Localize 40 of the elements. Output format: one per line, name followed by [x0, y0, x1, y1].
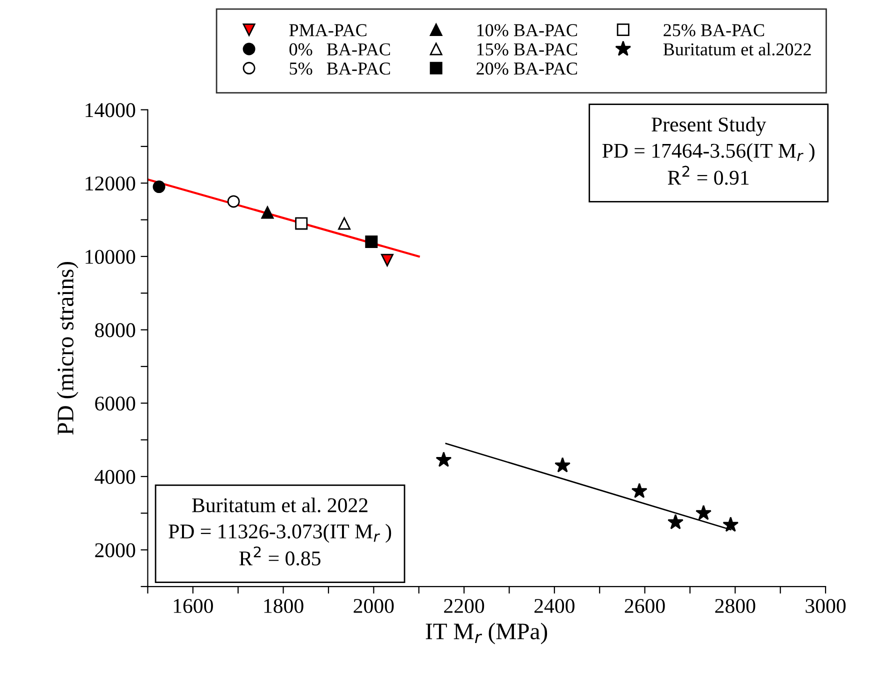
x-tick-label: 2400	[534, 598, 574, 613]
legend-label: Buritatum et al.2022	[663, 42, 811, 56]
x-tick-label: 1800	[264, 598, 304, 613]
y-tick-label: 14000	[86, 103, 136, 118]
y-tick-label: 4000	[94, 470, 136, 484]
legend-label: 0% BA-PAC	[289, 43, 390, 56]
x-tick-label: 2000	[354, 598, 394, 613]
legend-label: 10% BA-PAC	[477, 24, 578, 36]
legend-label: 20% BA-PAC	[476, 62, 578, 75]
y-tick-label: 8000	[95, 323, 136, 338]
point	[152, 180, 166, 194]
y-tick-label: 12000	[86, 176, 136, 191]
y-tick-label: 6000	[95, 396, 136, 411]
legend-label: 5% BA-PAC	[290, 62, 390, 75]
point	[338, 217, 351, 230]
legend-label: PMA-PAC	[289, 24, 366, 36]
point	[631, 482, 648, 498]
legend-label: 15% BA-PAC	[477, 43, 578, 56]
point	[261, 206, 274, 219]
text: Present Study PD = 17464-3.56(IT M$_{r}$ ) R$^{2}$ = 0.91	[602, 116, 814, 185]
point	[696, 504, 712, 520]
legend-label: 25% BA-PAC	[664, 24, 764, 36]
x-tick-label: 2200	[444, 598, 484, 613]
x-tick-label: 2600	[624, 598, 665, 613]
point	[436, 452, 452, 467]
x-tick-label: 2800	[715, 598, 756, 613]
x-tick-label: 3000	[806, 598, 846, 613]
point	[380, 254, 394, 266]
y-tick-label: 10000	[86, 250, 136, 264]
text: Buritatum et al. 2022 PD = 11326-3.073(IT M$_{r}$ ) R$^{2}$ = 0.85	[168, 498, 392, 566]
x-tick-label: 1600	[174, 598, 213, 613]
point	[722, 516, 739, 532]
y-tick-label: 2000	[95, 543, 136, 558]
point	[227, 195, 240, 208]
y-axis-title: PD (micro strains)	[56, 262, 78, 435]
point	[554, 457, 571, 472]
point	[365, 236, 378, 248]
point	[668, 514, 684, 530]
point	[295, 217, 308, 230]
x-axis-title: IT M$_{r}$ (MPa)	[426, 622, 548, 644]
